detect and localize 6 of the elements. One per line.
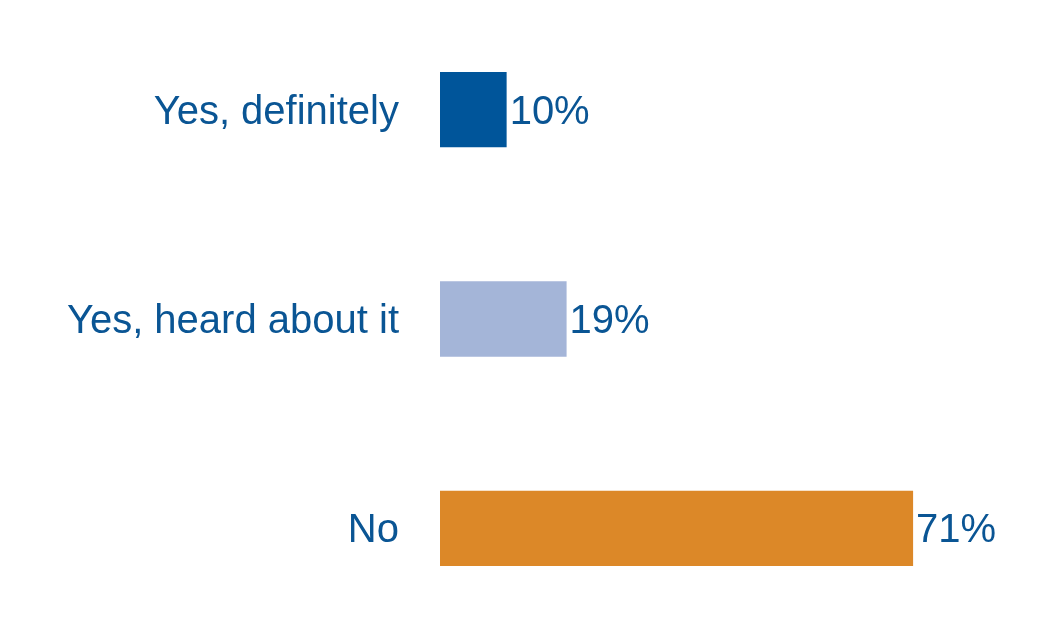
y-tick-label: Yes, definitely [153, 87, 399, 132]
data-label: 71% [916, 506, 997, 551]
data-label: 19% [569, 297, 650, 341]
y-tick-label: No [347, 506, 399, 551]
y-tick-label: Yes, heard about it [66, 297, 399, 341]
data-label: 10% [509, 87, 590, 132]
